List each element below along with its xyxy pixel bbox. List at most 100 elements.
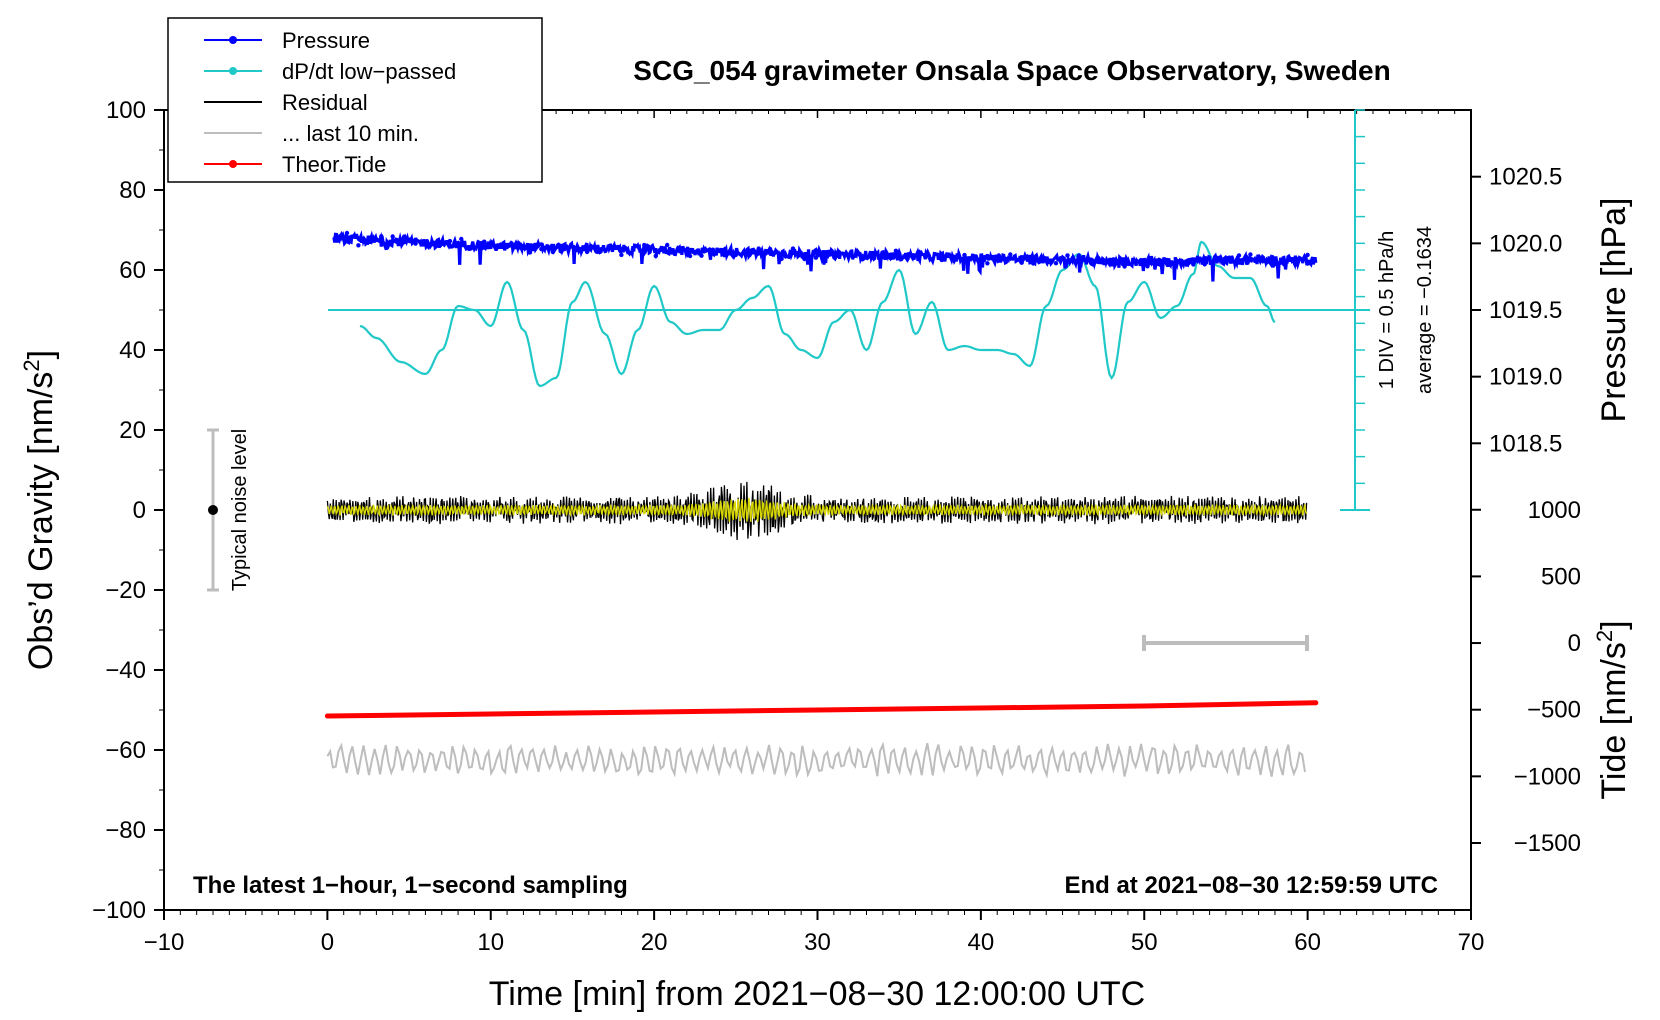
pressure-point [459, 236, 464, 242]
legend-label: ... last 10 min. [282, 121, 419, 146]
pressure-point [745, 250, 750, 255]
pressure-point [1008, 252, 1013, 257]
pressure-point [1225, 256, 1230, 261]
sampling-note: The latest 1−hour, 1−second sampling [193, 872, 628, 899]
tide-tick-label: −1500 [1514, 830, 1581, 857]
pressure-point [596, 249, 601, 254]
tick-labels: −10 0 10 20 30 40 50 60 70−100−80−60−40−20020406… [92, 97, 1581, 956]
pressure-point [607, 243, 613, 248]
pressure-point [1179, 258, 1185, 264]
pressure-point [527, 250, 533, 255]
pressure-point [447, 238, 453, 244]
tide-tick-label: 0 [1568, 630, 1581, 657]
pressure-point [1282, 262, 1288, 267]
pressure-point [973, 254, 979, 259]
tide-point [815, 707, 820, 713]
y-tick-label: −20 [105, 577, 146, 604]
end-time-note: End at 2021−08−30 12:59:59 UTC [1064, 872, 1438, 899]
residual-filtered-line [326, 497, 1308, 522]
pressure-point [825, 250, 830, 255]
pressure-tick-label: 1019.0 [1489, 364, 1562, 391]
pressure-point [996, 253, 1001, 258]
pressure-point [1031, 261, 1036, 266]
pressure-point [1248, 252, 1253, 257]
pressure-point [1065, 253, 1070, 258]
x-tick-label: 20 [641, 929, 668, 956]
pressure-point [573, 245, 578, 251]
pressure-point [882, 251, 887, 256]
pressure-point [699, 253, 704, 258]
pressure-point [665, 242, 670, 248]
pressure-point [1156, 257, 1162, 263]
legend-label: Residual [282, 90, 368, 115]
tide-point [488, 711, 494, 717]
pressure-point [1271, 263, 1276, 268]
pressure-point [1305, 252, 1310, 258]
pressure-point [905, 252, 910, 258]
x-tick-label: 70 [1458, 929, 1485, 956]
pressure-tick-label: 1020.0 [1489, 230, 1562, 257]
pressure-point [379, 234, 384, 239]
pressure-point [1145, 264, 1150, 269]
tide-title-sup: 2 [1592, 630, 1617, 642]
pressure-point [813, 255, 819, 260]
pressure-point [756, 246, 761, 251]
legend-box [167, 17, 543, 183]
legend-marker [229, 36, 237, 44]
x-tick-label: 10 [477, 929, 504, 956]
pressure-point [790, 246, 796, 251]
y-axis-tide-title: Tide [nm/s2] [1592, 620, 1633, 799]
legend-marker [229, 67, 237, 75]
pressure-point [1213, 255, 1219, 260]
tide-tick-label: −1000 [1514, 763, 1581, 790]
pressure-point [1019, 260, 1024, 265]
dpdt-scale-label: 1 DIV = 0.5 hPa/h [1376, 231, 1398, 389]
pressure-point [1042, 256, 1047, 261]
pressure-point [390, 234, 395, 239]
tide-title-close: ] [1595, 620, 1633, 629]
y-axis-pressure-title: Pressure [hPa] [1595, 198, 1633, 423]
pressure-line [332, 230, 1318, 282]
y-tick-label: 20 [119, 417, 146, 444]
last-10-min-line [326, 741, 1306, 779]
y-tick-label: 0 [133, 497, 146, 524]
pressure-point [1088, 257, 1093, 262]
pressure-point [424, 239, 430, 244]
pressure-tick-label: 1018.5 [1489, 430, 1562, 457]
pressure-point [687, 253, 693, 259]
x-tick-label: −10 [144, 929, 185, 956]
pressure-point [1053, 261, 1059, 266]
pressure-point [1122, 264, 1127, 269]
tide-tick-label: 500 [1541, 563, 1581, 590]
pressure-point [619, 252, 624, 258]
pressure-point [504, 244, 510, 250]
pressure-point [562, 246, 567, 252]
y-tick-label: −100 [92, 897, 146, 924]
pressure-point [1294, 262, 1299, 267]
pressure-point [710, 247, 716, 252]
pressure-point [493, 243, 498, 249]
x-tick-label: 60 [1294, 929, 1321, 956]
pressure-point [985, 261, 990, 266]
tide-point [324, 713, 330, 719]
pressure-point [802, 256, 807, 262]
pressure-point [367, 239, 373, 245]
pressure-point [939, 257, 944, 263]
pressure-point [733, 252, 738, 258]
pressure-point [470, 245, 475, 250]
y-axis-left-title: Obs’d Gravity [nm/s2] [19, 350, 60, 670]
dpdt-average-label: average = −0.1634 [1414, 226, 1436, 394]
pressure-point [653, 253, 658, 259]
x-axis-title: Time [min] from 2021−08−30 12:00:00 UTC [489, 975, 1145, 1013]
pressure-point [1191, 262, 1196, 267]
pressure-point [356, 243, 361, 248]
pressure-point [344, 230, 350, 236]
pressure-point [333, 234, 338, 240]
y-tick-label: −80 [105, 817, 146, 844]
noise-level-label: Typical noise level [229, 429, 251, 591]
y-left-title-close: ] [22, 350, 60, 359]
legend: Pressure dP/dt low−passed Residual ... last… [167, 17, 543, 183]
pressure-point [676, 247, 681, 253]
pressure-point [436, 239, 441, 244]
pressure-point [1236, 253, 1242, 258]
